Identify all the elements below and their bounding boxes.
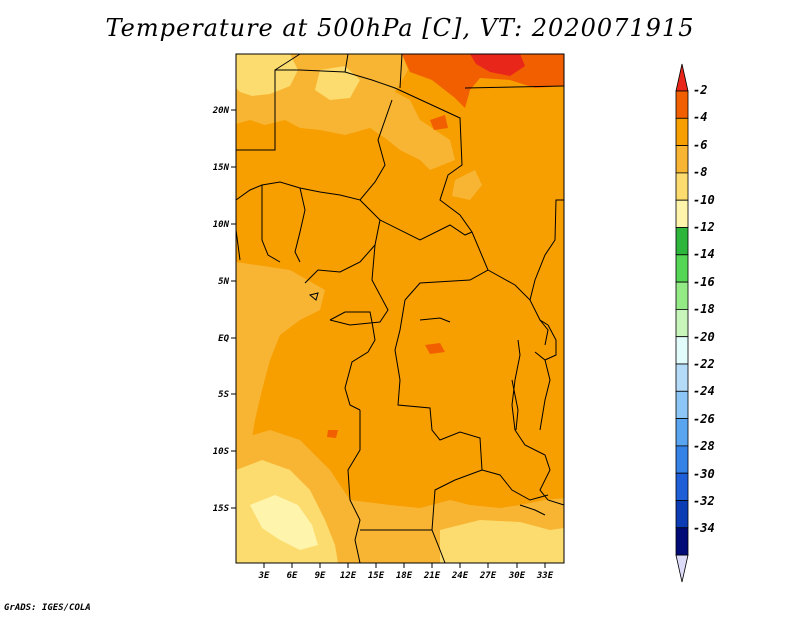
x-tick-label: 21E [423, 571, 441, 581]
x-tick-label: 24E [451, 571, 469, 581]
warm-region-north [402, 54, 564, 108]
x-tick-label: 3E [258, 571, 270, 581]
colorbar-segment [675, 390, 689, 419]
y-tick-label: 5N [218, 277, 229, 287]
y-tick-label: 15N [213, 163, 230, 173]
colorbar-labels: -2 -4 -6 -8 -10 -12 -14 -16 -18 -20 -22 … [693, 83, 715, 535]
colorbar-label: -32 [693, 494, 715, 508]
colorbar-segment [675, 445, 689, 474]
colorbar-segment [675, 227, 689, 256]
colorbar-segment [675, 472, 689, 501]
lakes [308, 292, 549, 516]
x-tick-label: 6E [287, 571, 298, 581]
x-tick-label: 12E [340, 571, 357, 581]
colorbar-label: -20 [693, 330, 715, 344]
y-tick-label: 20N [212, 106, 230, 116]
country-borders [235, 53, 565, 564]
warm-patch-3 [327, 430, 338, 438]
colorbar-label: -2 [693, 83, 707, 97]
colorbar-segment [675, 418, 689, 447]
colder-patch-north [315, 66, 360, 100]
colorbar-segment [675, 363, 689, 392]
colorbar-segment [675, 172, 689, 201]
colorbar-label: -8 [693, 165, 707, 179]
colorbar-segment [675, 145, 689, 174]
colorbar-label: -10 [693, 193, 715, 207]
x-tick-label: 33E [536, 571, 554, 581]
colorbar-top-arrow [675, 63, 689, 92]
colorbar-label: -14 [693, 247, 715, 261]
y-tick-label: 10S [213, 447, 230, 457]
colorbar-label: -18 [693, 302, 715, 316]
colorbar-label: -12 [693, 220, 715, 234]
footer-credit: GrADS: IGES/COLA [4, 603, 91, 613]
colorbar-bottom-arrow [675, 554, 689, 583]
map-panel [235, 53, 565, 564]
colder-region-northwest [236, 54, 298, 96]
y-tick-label: 10N [213, 220, 230, 230]
coldest-region-southwest [250, 495, 318, 550]
colorbar-label: -16 [693, 275, 715, 289]
map-frame [235, 53, 565, 564]
cool-patch-east [452, 170, 482, 200]
x-tick-label: 18E [396, 571, 413, 581]
y-tick-label: EQ [218, 334, 229, 344]
colorbar-segment [675, 281, 689, 310]
colorbar-segment [675, 527, 689, 556]
colorbar-segment [675, 90, 689, 119]
colorbar-label: -28 [693, 439, 715, 453]
warm-patch-1 [425, 343, 445, 354]
colorbar-label: -22 [693, 357, 715, 371]
colorbar-label: -34 [693, 521, 715, 535]
cool-region-west-coast [236, 262, 325, 460]
colorbar-label: -24 [693, 384, 715, 398]
colder-region-southeast [440, 520, 564, 563]
x-tick-label: 27E [479, 571, 497, 581]
warmest-region-north [470, 54, 525, 76]
y-tick-label: 5S [218, 390, 229, 400]
colorbar-label: -26 [693, 412, 715, 426]
chart-title: Temperature at 500hPa [C], VT: 202007191… [105, 14, 695, 42]
colorbar [675, 63, 689, 583]
colorbar-segment [675, 254, 689, 283]
colorbar-segment [675, 336, 689, 365]
warm-patch-2 [430, 115, 448, 130]
y-axis: 20N 15N 10N 5N EQ 5S 10S 15S [212, 106, 236, 514]
x-axis: 3E 6E 9E 12E 15E 18E 21E 24E 27E 30E 33E [258, 563, 554, 581]
colorbar-label: -4 [693, 110, 707, 124]
colorbar-segment [675, 199, 689, 228]
y-tick-label: 15S [213, 504, 230, 514]
x-tick-label: 30E [508, 571, 526, 581]
x-tick-label: 9E [315, 571, 326, 581]
colorbar-label: -30 [693, 467, 715, 481]
x-tick-label: 15E [368, 571, 385, 581]
colorbar-segment [675, 117, 689, 147]
colorbar-segment [675, 500, 689, 529]
colorbar-segment [675, 308, 689, 338]
colorbar-label: -6 [693, 138, 707, 152]
